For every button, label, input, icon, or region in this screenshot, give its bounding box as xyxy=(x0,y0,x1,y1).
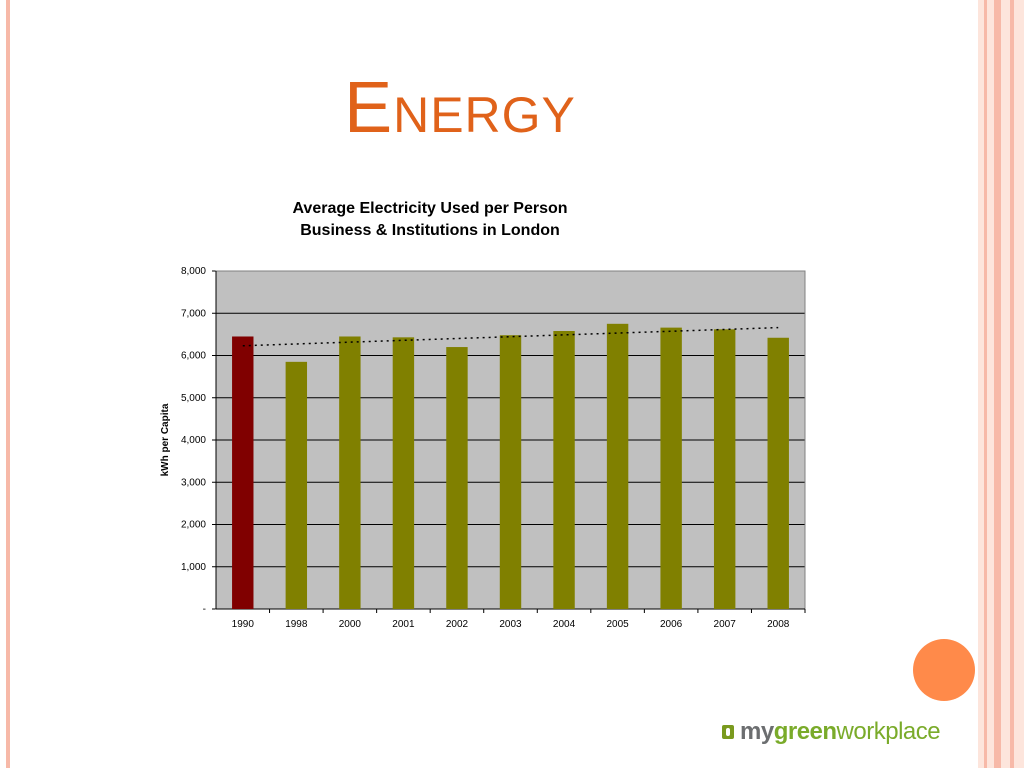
logo-icon xyxy=(722,725,734,739)
logo-text-workplace: workplace xyxy=(836,718,941,745)
logo-text: mygreenworkplace xyxy=(740,718,941,746)
x-tick-label: 1990 xyxy=(232,619,255,630)
x-tick-label: 2000 xyxy=(339,619,362,630)
y-tick-label: - xyxy=(203,604,206,615)
y-axis-title: kWh per Capita xyxy=(160,403,171,476)
bar-2007 xyxy=(713,329,736,609)
right-decorative-line xyxy=(994,0,1001,768)
x-tick-label: 2002 xyxy=(446,619,469,630)
logo-text-my: my xyxy=(740,718,774,745)
x-tick-label: 2005 xyxy=(606,619,629,630)
x-tick-label: 2007 xyxy=(714,619,737,630)
bar-chart: - 1,000 2,000 3,000 4,000 5,000 6,000 7,000 8,00… xyxy=(160,266,806,630)
logo-text-green: green xyxy=(773,718,837,745)
bar-2000 xyxy=(339,336,361,609)
bar-2004 xyxy=(553,330,575,609)
accent-circle xyxy=(913,639,975,701)
bar-2003 xyxy=(499,335,522,609)
y-tick-label: 2,000 xyxy=(181,520,206,531)
chart-title-line-2: Business & Institutions in London xyxy=(300,222,560,239)
bar-2005 xyxy=(606,323,629,609)
x-tick-label: 1998 xyxy=(285,619,308,630)
bar-2001 xyxy=(392,337,415,609)
y-tick-label: 1,000 xyxy=(181,562,206,573)
x-tick-label: 2006 xyxy=(660,619,683,630)
y-tick-label: 8,000 xyxy=(181,266,206,277)
x-tick-label: 2003 xyxy=(499,619,522,630)
x-tick-label: 2001 xyxy=(392,619,415,630)
slide-title: Energy xyxy=(344,68,576,148)
x-tick-label: 2008 xyxy=(767,619,790,630)
chart-title-line-1: Average Electricity Used per Person xyxy=(292,200,568,217)
bar-2008 xyxy=(767,337,789,609)
bar-2002 xyxy=(446,347,468,609)
mygreenworkplace-logo: mygreenworkplace xyxy=(722,712,941,752)
bar-2006 xyxy=(660,327,682,609)
right-decorative-line xyxy=(984,0,987,768)
y-tick-label: 4,000 xyxy=(181,435,206,446)
y-tick-label: 3,000 xyxy=(181,477,206,488)
right-decorative-line xyxy=(1010,0,1014,768)
bar-1998 xyxy=(285,361,308,609)
y-tick-label: 6,000 xyxy=(181,351,206,362)
y-tick-label: 5,000 xyxy=(181,393,206,404)
bar-1990 xyxy=(232,336,254,609)
chart-title: Average Electricity Used per Person Busi… xyxy=(280,198,580,242)
x-tick-label: 2004 xyxy=(553,619,576,630)
y-tick-label: 7,000 xyxy=(181,308,206,319)
left-decorative-stripe xyxy=(6,0,10,768)
